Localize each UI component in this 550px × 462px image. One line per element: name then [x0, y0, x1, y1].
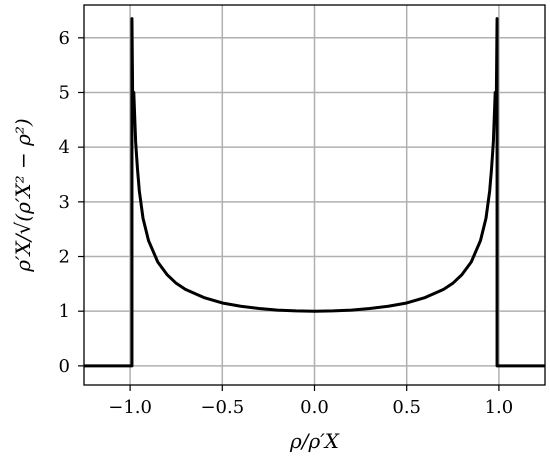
- y-tick-label: 2: [59, 247, 70, 268]
- series-layer: [84, 17, 545, 368]
- y-tick-label: 5: [59, 82, 70, 103]
- tick-marks: [78, 37, 500, 391]
- y-tick-label: 0: [59, 356, 70, 377]
- y-tick-label: 1: [59, 301, 70, 322]
- grid: [84, 5, 545, 385]
- y-axis-label: ρ′X/√(ρ′X² − ρ²): [11, 118, 35, 272]
- x-tick-label: −1.0: [108, 397, 152, 418]
- y-tick-label: 4: [59, 137, 70, 158]
- x-tick-label: 0.5: [392, 397, 421, 418]
- x-tick-label: −0.5: [200, 397, 244, 418]
- x-axis-label: ρ/ρ′X: [289, 429, 340, 453]
- series-line: [84, 17, 545, 368]
- x-tick-label: 1.0: [485, 397, 514, 418]
- tick-labels: −1.0 −0.5 0.0 0.5 1.0 0 1 2 3 4 5 6: [59, 28, 514, 418]
- y-tick-label: 3: [59, 192, 70, 213]
- y-tick-label: 6: [59, 28, 70, 49]
- x-tick-label: 0.0: [300, 397, 329, 418]
